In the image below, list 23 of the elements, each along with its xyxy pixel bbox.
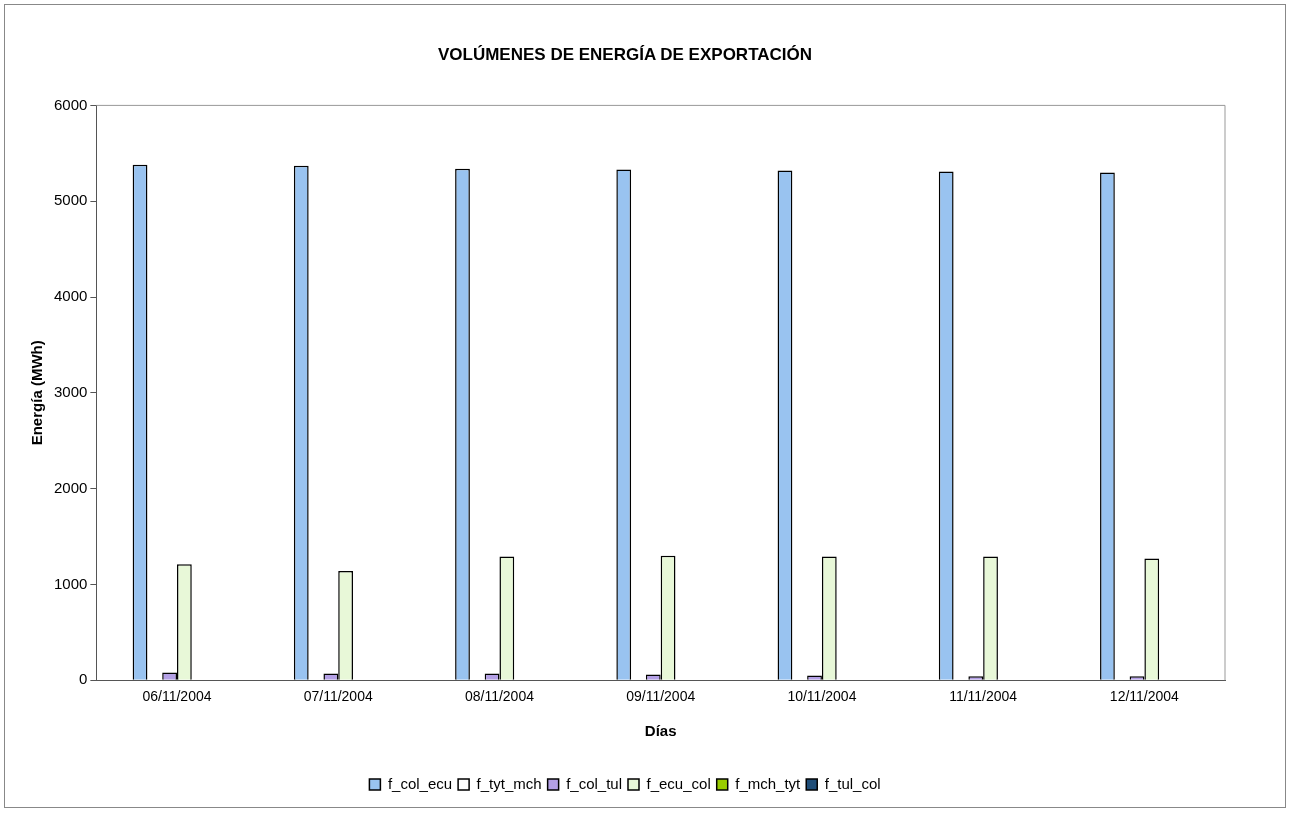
y-tick-label: 3000 [53, 382, 88, 400]
y-tick-label: 6000 [53, 95, 88, 113]
x-tick-label: 10/11/2004 [787, 688, 857, 705]
y-tick-label: 1000 [53, 574, 88, 592]
y-tick-label: 0 [79, 670, 88, 688]
y-axis-title: Energía (MWh) [28, 340, 46, 446]
x-axis-title: Días [644, 722, 677, 740]
legend-label: f_ecu_col [646, 774, 711, 792]
legend-label: f_col_ecu [387, 774, 453, 792]
y-tick-label: 2000 [53, 478, 88, 496]
x-tick-label: 09/11/2004 [626, 688, 696, 705]
x-tick-label: 12/11/2004 [1109, 688, 1180, 705]
x-tick-label: 08/11/2004 [464, 688, 535, 705]
legend-label: f_mch_tyt [735, 774, 802, 792]
y-tick-label: 4000 [53, 287, 88, 305]
chart-title: VOLÚMENES DE ENERGÍA DE EXPORTACIÓN [437, 44, 813, 64]
x-tick-label: 07/11/2004 [303, 688, 373, 705]
legend-label: f_col_tul [566, 774, 623, 792]
legend-label: f_tul_col [824, 774, 881, 792]
x-tick-label: 06/11/2004 [142, 688, 212, 705]
y-tick-label: 5000 [53, 191, 88, 209]
legend-label: f_tyt_mch [476, 774, 542, 792]
x-tick-label: 11/11/2004 [949, 688, 1018, 705]
